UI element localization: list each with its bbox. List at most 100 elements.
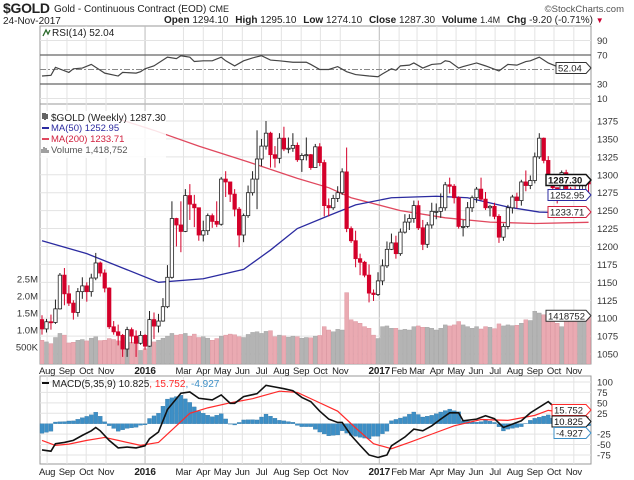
candle [331, 194, 336, 210]
candle-body [272, 154, 278, 159]
month-tick-label: Mar [409, 467, 425, 478]
macd-histogram-bar [380, 423, 385, 434]
volume-bar [438, 328, 443, 364]
volume-bar [227, 333, 233, 364]
candle [389, 233, 394, 251]
volume-bar [335, 329, 340, 364]
candle-body [429, 210, 434, 226]
candle [165, 265, 170, 309]
candle [366, 264, 372, 303]
candle-body [254, 158, 260, 180]
macd-histogram-bar [366, 423, 372, 440]
candle [80, 277, 85, 299]
volume-bar [192, 333, 197, 364]
volume-bar [40, 340, 45, 364]
macd-histogram-bar [80, 417, 85, 424]
candle [384, 241, 390, 268]
candle [259, 138, 264, 167]
candle [142, 333, 148, 350]
candle [299, 153, 304, 172]
volume-bar [541, 314, 546, 364]
macd-histogram-bar [259, 416, 264, 424]
volume-bar [218, 335, 224, 364]
candle-body [102, 272, 107, 289]
candle-body [420, 227, 425, 245]
candle-body [138, 334, 143, 344]
candle [532, 152, 537, 184]
volume-label: Volume [441, 15, 478, 26]
candle [232, 189, 237, 217]
candle [461, 219, 466, 237]
candle [434, 203, 439, 220]
candle [263, 121, 269, 150]
macd-histogram-bar [434, 413, 439, 424]
macd-histogram-bar [102, 421, 107, 424]
candle-body [541, 137, 546, 161]
macd-histogram-bar [299, 423, 304, 427]
rsi-panel [39, 25, 592, 105]
candle-body [237, 208, 242, 236]
candle [335, 186, 340, 203]
volume-bar [469, 328, 475, 364]
volume-bar [331, 331, 336, 364]
month-tick-label: Apr [430, 467, 444, 478]
candle [228, 181, 233, 203]
volume-bar [102, 340, 107, 364]
candle [272, 146, 278, 168]
candle [519, 179, 524, 206]
macd-histogram-bar [402, 416, 408, 424]
candle-body [228, 181, 233, 195]
price-tick-label: 1275 [597, 188, 618, 199]
candle-body [214, 220, 219, 225]
month-tick-label: Aug [507, 366, 523, 377]
volume-bar [380, 326, 385, 364]
macd-legend: MACD(5,35,9) 10.825, 15.752, -4.927 [42, 379, 220, 390]
candle [407, 214, 412, 230]
macd-histogram-bar [57, 421, 63, 424]
candle-body [142, 334, 148, 347]
candle-body [313, 146, 318, 169]
candle [102, 269, 107, 293]
candle-body [192, 203, 197, 209]
volume-bar [586, 315, 591, 364]
volume-bar [492, 328, 497, 364]
macd-histogram-bar [281, 420, 287, 424]
macd-histogram-bar [120, 423, 125, 430]
macd-histogram-bar [205, 415, 210, 424]
candle-body [389, 242, 394, 250]
macd-histogram-bar [53, 421, 58, 424]
ma200-legend-text: MA(200) 1233.71 [51, 134, 124, 145]
volume-bar [111, 339, 116, 364]
volume-bar [528, 320, 533, 364]
month-tick-label: 2016 [134, 467, 156, 478]
candle-body [111, 326, 116, 333]
macd-histogram-bar [210, 416, 215, 424]
candle [487, 204, 493, 217]
volume-bar [187, 335, 193, 364]
candle-body [57, 274, 63, 310]
low-value: 1274.10 [326, 15, 363, 26]
candle-body [371, 292, 376, 295]
volume-bar [281, 335, 287, 364]
volume-bar [89, 337, 94, 364]
month-tick-label: May [214, 467, 232, 478]
month-tick-label: Nov [98, 467, 115, 478]
month-tick-label: Nov [566, 366, 583, 377]
macd-histogram-bar [169, 397, 175, 424]
month-tick-label: Mar [176, 467, 192, 478]
volume-bar [483, 326, 488, 364]
candle-body [210, 215, 215, 222]
macd-histogram-bar [384, 423, 390, 432]
volume-bar [313, 335, 318, 364]
volume-bars-icon [41, 147, 49, 153]
signal-value-tag: 15.752 [551, 404, 592, 417]
macd-histogram-bar [156, 413, 161, 424]
volume-bar [326, 329, 331, 364]
candle-body [326, 205, 331, 209]
macd-histogram-bar [528, 420, 533, 424]
price-tick-label: 1250 [597, 206, 618, 217]
candle [214, 201, 219, 228]
axis-layer: Aug Aug Sep Sep Oct Oct Nov Nov 2016 2016 Mar Mar Ap… [16, 36, 618, 478]
volume-bar [84, 340, 90, 364]
